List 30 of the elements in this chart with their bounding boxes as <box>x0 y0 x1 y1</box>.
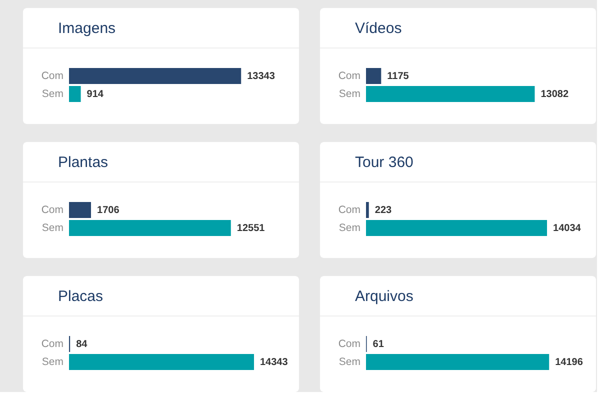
y-tick-label: Sem <box>42 88 64 100</box>
y-tick-label: Com <box>41 338 64 350</box>
y-tick-label: Sem <box>42 222 64 234</box>
chart-title: Arquivos <box>355 288 414 305</box>
chart-title: Plantas <box>58 154 108 171</box>
y-tick-label: Sem <box>338 356 361 368</box>
y-tick-label: Com <box>338 70 361 82</box>
data-label: 914 <box>86 89 104 100</box>
data-label: 1706 <box>97 205 120 216</box>
data-label: 84 <box>76 339 88 350</box>
y-tick-label: Com <box>41 204 64 216</box>
chart-title: Tour 360 <box>355 154 414 171</box>
y-tick-label: Sem <box>42 356 64 368</box>
data-label: 12551 <box>236 223 266 234</box>
data-label: 13082 <box>540 89 569 100</box>
data-label: 61 <box>372 339 384 350</box>
data-label: 14034 <box>553 223 582 234</box>
y-tick-label: Sem <box>338 88 361 100</box>
chart-title: Vídeos <box>355 20 402 37</box>
data-label: 13343 <box>247 71 276 82</box>
data-label: 14343 <box>260 357 288 368</box>
chart-title: Imagens <box>58 20 116 37</box>
y-tick-label: Com <box>338 338 361 350</box>
data-label: 223 <box>374 205 392 216</box>
y-tick-label: Sem <box>338 222 361 234</box>
data-label: 14196 <box>555 357 584 368</box>
data-label: 1175 <box>387 71 410 82</box>
chart-title: Placas <box>58 288 104 305</box>
y-tick-label: Com <box>41 70 64 82</box>
y-tick-label: Com <box>338 204 361 216</box>
